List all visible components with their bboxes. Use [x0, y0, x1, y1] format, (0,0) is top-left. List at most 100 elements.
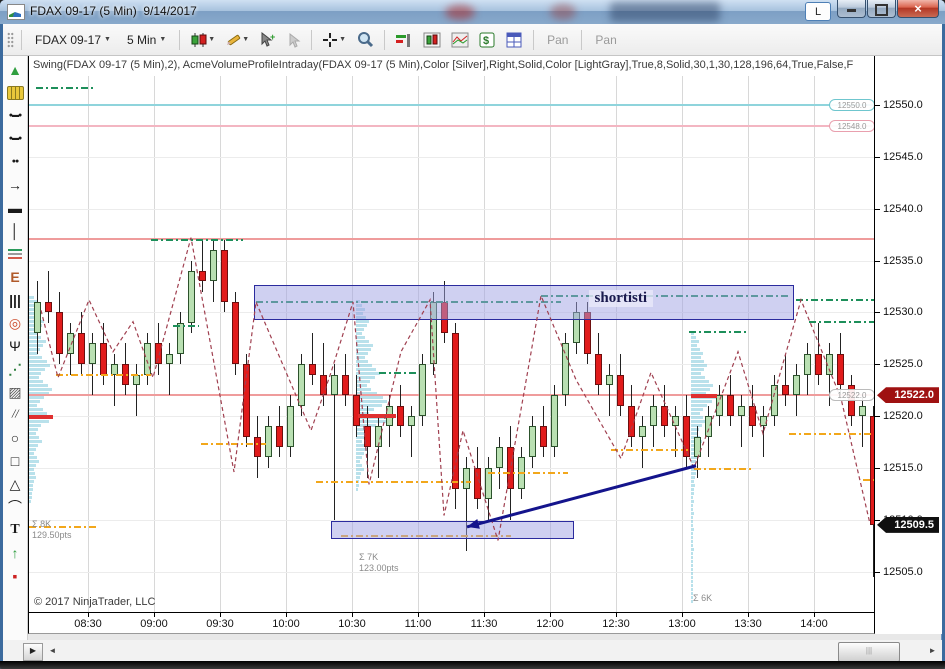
volume-profile-bar: [356, 364, 372, 367]
sidebar-tool-down-marker-tool[interactable]: ▪: [12, 567, 18, 584]
volume-profile-bar: [691, 572, 693, 575]
scrollbar-resize-grip[interactable]: ▶: [23, 643, 43, 661]
titlebar-background-artifact: [550, 4, 576, 20]
volume-profile-bar: [29, 448, 36, 451]
remove-marker-button[interactable]: [283, 30, 304, 50]
volume-profile-bar: [691, 524, 693, 527]
volume-profile-bar: [29, 432, 36, 435]
volume-profile-bar: [691, 544, 693, 547]
candle-wick: [92, 333, 93, 396]
volume-profile-bar: [29, 300, 37, 303]
minimize-button[interactable]: [837, 0, 866, 18]
volume-profile-bar: [691, 548, 694, 551]
title-bar[interactable]: FDAX 09-17 (5 Min) 9/14/2017 L ×: [0, 0, 945, 24]
sidebar-tool-ray-tool[interactable]: ●▬●: [8, 135, 22, 142]
price-tick-label: 12535.0: [883, 254, 923, 267]
volume-profile-bar: [356, 344, 373, 347]
price-level-pill: 12550.0: [829, 99, 874, 111]
sidebar-tool-horizontal-line-tool[interactable]: ▬: [8, 199, 22, 216]
account-data-button[interactable]: $: [476, 30, 499, 50]
add-marker-button[interactable]: +: [256, 30, 279, 50]
chart-plot-area[interactable]: Swing(FDAX 09-17 (5 Min),2), AcmeVolumeP…: [28, 56, 875, 634]
price-axis[interactable]: 12550.0 12545.0 12540.0 12535.0 12530.0 12525…: [875, 56, 942, 634]
chart-style-button[interactable]: ▼: [187, 30, 218, 50]
sidebar-tool-parallel-lines-tool[interactable]: ╱╱: [11, 411, 19, 418]
volume-profile-bar: [691, 416, 703, 419]
annotation-rectangle[interactable]: [331, 520, 574, 540]
data-grid-button[interactable]: [503, 30, 526, 50]
volume-profile-bar: [691, 340, 699, 343]
pan-left-label[interactable]: Pan: [547, 32, 569, 47]
close-button[interactable]: ×: [897, 0, 939, 18]
volume-profile-bar: [356, 396, 383, 399]
sidebar-tool-arrow-line-tool[interactable]: →: [8, 176, 22, 193]
cursor-mode-button[interactable]: ▼: [319, 30, 349, 50]
chart-overlay-button[interactable]: [448, 30, 472, 50]
sidebar-tool-rectangle-tool[interactable]: □: [10, 452, 20, 469]
sidebar-tool-pitchfork-tool[interactable]: Ψ: [9, 337, 21, 354]
candle-wick: [862, 395, 863, 448]
sidebar-tool-vertical-line-tool[interactable]: │: [10, 222, 20, 239]
sidebar-tool-ruler[interactable]: [4, 81, 26, 104]
candle-body: [595, 353, 602, 385]
sidebar-tool-hatch-tool[interactable]: ▨: [8, 383, 22, 400]
instrument-selector[interactable]: FDAX 09-17 ▼: [29, 30, 117, 50]
separator: [311, 29, 313, 50]
reload-bars-button[interactable]: [392, 30, 416, 50]
volume-profile-bar: [356, 460, 360, 463]
volume-profile-bar: [356, 380, 370, 383]
sidebar-tool-triangle-tool[interactable]: △: [9, 475, 21, 492]
zoom-button[interactable]: [353, 29, 377, 50]
volume-profile-bar: [356, 368, 376, 371]
volume-profile-bar: [691, 592, 693, 595]
chart-toolbar: FDAX 09-17 ▼ 5 Min ▼ ▼ ▼ + ▼: [3, 24, 942, 56]
sidebar-tool-gann-fan-tool[interactable]: ⋰: [8, 360, 22, 377]
instrument-label: FDAX 09-17: [35, 32, 102, 47]
sidebar-tool-scroll-up-arrow[interactable]: ▲: [8, 61, 22, 78]
candle-body: [496, 447, 503, 468]
time-tick-mark: [748, 612, 749, 617]
sidebar-tool-text-tool[interactable]: T: [10, 521, 20, 537]
pan-right-label[interactable]: Pan: [595, 32, 617, 47]
candle-wick: [312, 333, 313, 385]
price-tick-label: 12520.0: [883, 410, 923, 422]
bars-panel-button[interactable]: [420, 30, 444, 50]
candle-body: [705, 416, 712, 437]
horizontal-gridline: [29, 208, 874, 210]
volume-profile-bar: [29, 464, 36, 467]
sidebar-tool-up-arrow-marker-tool[interactable]: ↑: [11, 544, 19, 561]
volume-profile-bar: [29, 460, 39, 463]
horizontal-gridline: [29, 260, 874, 262]
candle-body: [540, 426, 547, 448]
interval-selector[interactable]: 5 Min ▼: [121, 30, 172, 50]
scroll-left-arrow[interactable]: ◄: [48, 646, 57, 655]
scrollbar-thumb[interactable]: |||: [838, 642, 900, 662]
drawing-tools-button[interactable]: ▼: [222, 30, 252, 50]
sidebar-tool-fib-extension-tool[interactable]: E: [10, 268, 20, 285]
sidebar-tool-extended-line-tool[interactable]: ●●: [11, 158, 19, 165]
time-tick-label: 09:30: [206, 618, 234, 630]
sidebar-tool-fib-retracement-tool[interactable]: [4, 242, 26, 265]
candle-body: [738, 405, 745, 416]
sidebar-tool-line-tool[interactable]: ●▬●: [8, 112, 22, 119]
sidebar-tool-ellipse-tool[interactable]: ○: [10, 429, 20, 446]
copyright-text: © 2017 NinjaTrader, LLC: [34, 596, 156, 608]
layout-button[interactable]: L: [805, 2, 831, 21]
horizontal-scrollbar[interactable]: ▶ ◄ ||| ►: [3, 640, 942, 662]
annotation-rectangle[interactable]: shortisti: [254, 285, 794, 320]
maximize-button[interactable]: [867, 0, 896, 18]
price-tick-mark: [875, 260, 880, 262]
candle-body: [617, 374, 624, 406]
candle-wick: [411, 405, 412, 458]
sidebar-tool-bullseye-tool[interactable]: ◎: [8, 314, 22, 331]
volume-profile-bar: [29, 380, 43, 383]
swing-high-line: [379, 372, 416, 375]
scroll-right-arrow[interactable]: ►: [928, 646, 937, 655]
annotation-arrow[interactable]: [466, 464, 697, 529]
sidebar-tool-arc-tool[interactable]: ⌒: [8, 498, 22, 515]
sidebar-tool-regression-channel-tool[interactable]: |||: [9, 291, 21, 308]
time-tick-mark: [352, 612, 353, 617]
volume-profile-bar: [29, 388, 52, 391]
pencil-icon: [227, 34, 241, 45]
toolbar-grip[interactable]: [7, 31, 14, 48]
